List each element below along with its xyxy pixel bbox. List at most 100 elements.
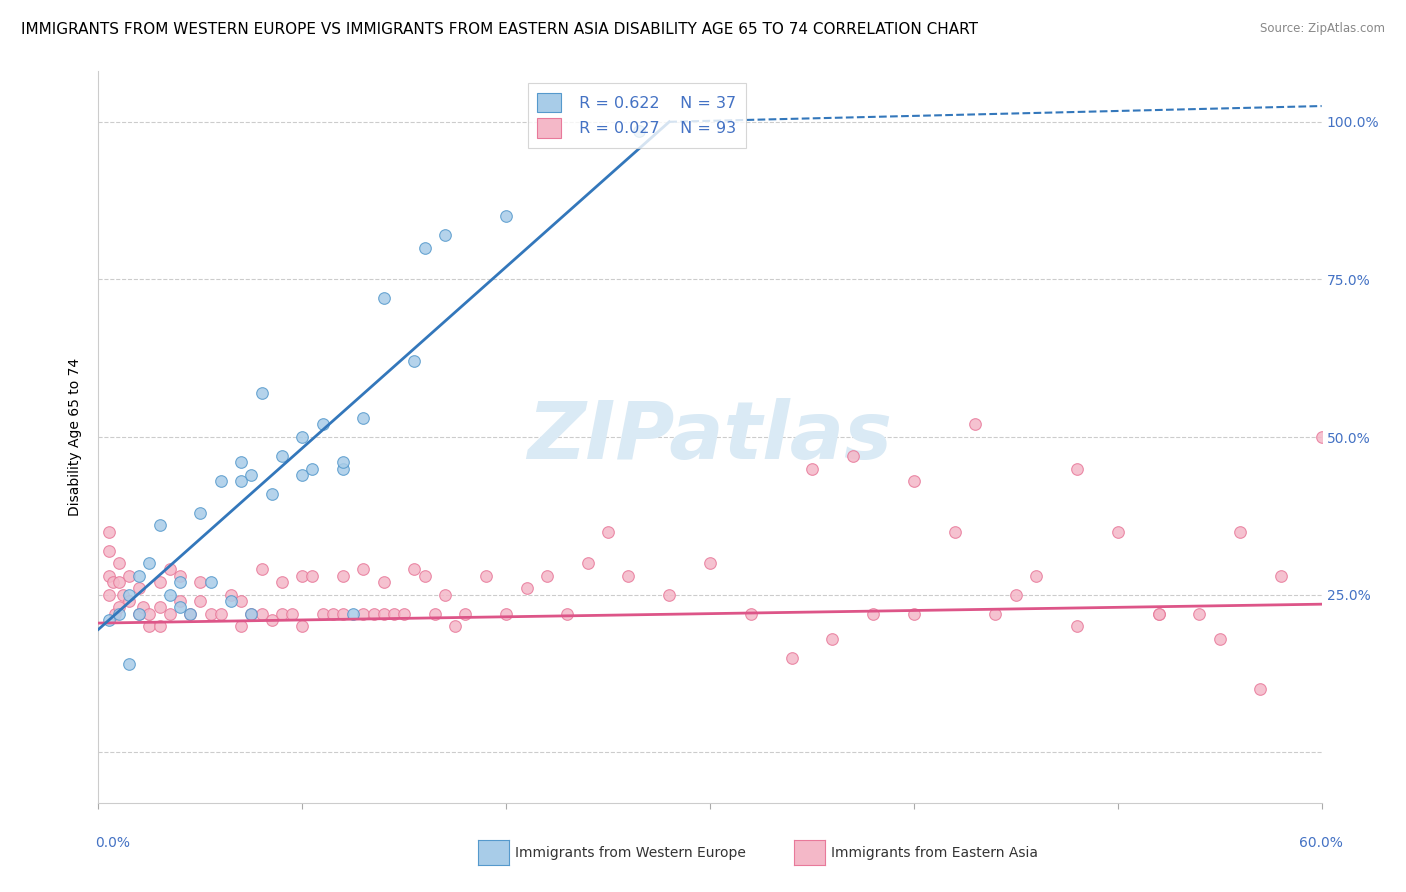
Point xyxy=(169,575,191,590)
Point xyxy=(138,607,160,621)
Point xyxy=(159,562,181,576)
Point xyxy=(128,607,150,621)
Point xyxy=(495,210,517,224)
Point xyxy=(250,386,273,401)
Point xyxy=(801,461,824,475)
Point xyxy=(1066,461,1088,475)
Point xyxy=(132,600,155,615)
Point xyxy=(301,461,323,475)
Point xyxy=(617,569,640,583)
Point xyxy=(231,474,253,488)
Point xyxy=(862,607,884,621)
Point xyxy=(149,619,172,633)
Point xyxy=(179,607,201,621)
Point xyxy=(352,562,374,576)
Point xyxy=(1147,607,1170,621)
Point xyxy=(301,569,323,583)
Point xyxy=(352,607,374,621)
Point xyxy=(169,600,191,615)
Point xyxy=(322,607,344,621)
Point xyxy=(516,582,538,596)
Point xyxy=(240,607,263,621)
Point xyxy=(1229,524,1251,539)
Point xyxy=(943,524,966,539)
Point xyxy=(903,474,925,488)
Point xyxy=(270,449,294,463)
Point xyxy=(149,600,172,615)
Point xyxy=(101,575,124,590)
Point xyxy=(240,607,263,621)
Point xyxy=(1066,619,1088,633)
Point xyxy=(270,607,294,621)
Point xyxy=(118,588,141,602)
Text: 0.0%: 0.0% xyxy=(96,836,131,850)
Point xyxy=(179,607,201,621)
Point xyxy=(111,588,134,602)
Point xyxy=(780,650,803,665)
Legend:  R = 0.622    N = 37,  R = 0.027    N = 93: R = 0.622 N = 37, R = 0.027 N = 93 xyxy=(527,83,745,147)
Point xyxy=(250,562,273,576)
Point xyxy=(332,455,354,469)
Point xyxy=(454,607,477,621)
Point xyxy=(363,607,385,621)
Point xyxy=(169,569,191,583)
Point xyxy=(1188,607,1211,621)
Point xyxy=(373,575,395,590)
Point xyxy=(97,524,120,539)
Point xyxy=(984,607,1007,621)
Text: Immigrants from Eastern Asia: Immigrants from Eastern Asia xyxy=(831,846,1038,860)
Point xyxy=(291,467,314,482)
Point xyxy=(434,228,457,243)
Point xyxy=(188,594,212,608)
Point xyxy=(342,607,364,621)
Point xyxy=(260,487,283,501)
Y-axis label: Disability Age 65 to 74: Disability Age 65 to 74 xyxy=(69,358,83,516)
Point xyxy=(108,607,131,621)
Point xyxy=(312,607,335,621)
Point xyxy=(699,556,721,570)
Point xyxy=(97,588,120,602)
Point xyxy=(413,569,436,583)
Point xyxy=(965,417,987,432)
Text: 60.0%: 60.0% xyxy=(1299,836,1343,850)
Point xyxy=(291,569,314,583)
Point xyxy=(231,619,253,633)
Point xyxy=(118,657,141,671)
Point xyxy=(576,556,599,570)
Point xyxy=(200,607,222,621)
Point xyxy=(658,588,681,602)
Point xyxy=(1147,607,1170,621)
Point xyxy=(444,619,467,633)
Point xyxy=(404,562,426,576)
Point xyxy=(392,607,416,621)
Point xyxy=(231,455,253,469)
Point xyxy=(260,613,283,627)
Point xyxy=(1025,569,1047,583)
Point xyxy=(138,619,160,633)
Text: IMMIGRANTS FROM WESTERN EUROPE VS IMMIGRANTS FROM EASTERN ASIA DISABILITY AGE 65: IMMIGRANTS FROM WESTERN EUROPE VS IMMIGR… xyxy=(21,22,979,37)
Point xyxy=(903,607,925,621)
Point xyxy=(598,524,620,539)
Point xyxy=(740,607,762,621)
Text: ZIPatlas: ZIPatlas xyxy=(527,398,893,476)
Point xyxy=(240,467,263,482)
Point xyxy=(169,594,191,608)
Point xyxy=(97,569,120,583)
Point xyxy=(149,575,172,590)
Point xyxy=(1107,524,1129,539)
Point xyxy=(128,582,150,596)
Point xyxy=(188,575,212,590)
Point xyxy=(250,607,273,621)
Point xyxy=(1270,569,1292,583)
Point xyxy=(1249,682,1271,697)
Point xyxy=(128,569,150,583)
Point xyxy=(231,594,253,608)
Point xyxy=(159,607,181,621)
Point xyxy=(108,575,131,590)
Point xyxy=(118,594,141,608)
Point xyxy=(200,575,222,590)
Point xyxy=(138,556,160,570)
Point xyxy=(97,613,120,627)
Text: Source: ZipAtlas.com: Source: ZipAtlas.com xyxy=(1260,22,1385,36)
Point xyxy=(332,569,354,583)
